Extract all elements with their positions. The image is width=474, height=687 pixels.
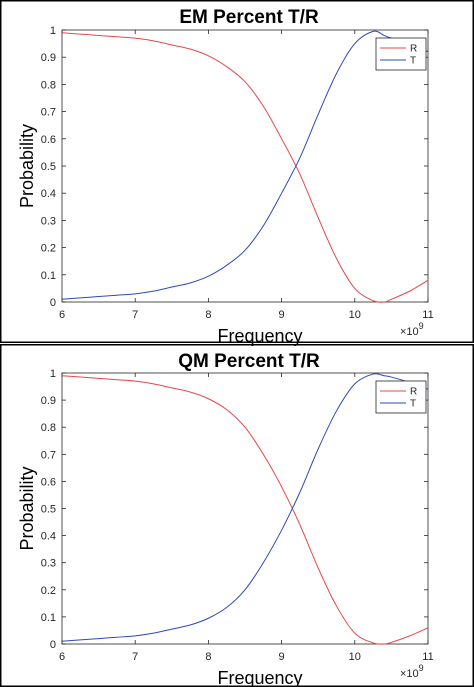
legend-box (375, 380, 427, 414)
x-tick-label: 8 (205, 309, 211, 321)
x-multiplier-exponent: 9 (419, 663, 424, 673)
x-tick-label: 6 (59, 309, 65, 321)
y-tick-label: 0.6 (41, 134, 56, 146)
y-tick-label: 1 (50, 25, 56, 37)
chart-panel-2: QM Percent T/R 0 0.1 0.2 0.3 0.4 0.5 0.6 0.7 0.8 0… (0, 344, 474, 687)
panel-border (0, 344, 474, 687)
y-tick-label: 0 (50, 639, 56, 651)
series-line-T (61, 373, 429, 642)
x-multiplier: ×109 (400, 321, 424, 338)
x-tick-label: 7 (132, 651, 138, 663)
x-axis-label: Frequency (217, 668, 302, 687)
x-tick-label: 9 (279, 651, 285, 663)
x-multiplier-base: ×10 (400, 326, 419, 338)
y-tick-label: 0.9 (41, 52, 56, 64)
legend: RT (375, 37, 427, 71)
x-multiplier-base: ×10 (400, 668, 419, 680)
legend-label-R: R (410, 44, 417, 55)
legend-box (375, 37, 427, 71)
y-tick-label: 0.3 (41, 215, 56, 227)
x-multiplier-exponent: 9 (419, 321, 424, 331)
y-axis-label: Probability (17, 466, 37, 550)
x-tick-label: 10 (349, 309, 361, 321)
y-tick-label: 0.6 (41, 476, 56, 488)
y-tick-label: 0.9 (41, 395, 56, 407)
x-tick-label: 6 (59, 651, 65, 663)
y-tick-label: 0.8 (41, 422, 56, 434)
y-tick-label: 0 (50, 297, 56, 309)
legend-label-R: R (410, 387, 417, 398)
y-tick-label: 0.8 (41, 79, 56, 91)
legend-label-T: T (410, 56, 416, 67)
x-multiplier: ×109 (400, 663, 424, 680)
y-tick-label: 0.2 (41, 243, 56, 255)
y-tick-label: 0.7 (41, 107, 56, 119)
x-tick-label: 10 (349, 651, 361, 663)
chart-title: QM Percent T/R (178, 351, 320, 372)
y-tick-label: 0.3 (41, 558, 56, 570)
chart-panel-1: EM Percent T/R 0 0.1 0.2 0.3 0.4 0.5 0.6 0.7 0.8 0… (0, 0, 474, 346)
x-axis-label: Frequency (217, 326, 302, 346)
x-tick-label: 7 (132, 309, 138, 321)
y-tick-label: 0.1 (41, 612, 56, 624)
panel-border (0, 0, 474, 343)
y-tick-label: 0.5 (41, 504, 56, 516)
series-line-T (61, 30, 429, 300)
y-tick-label: 0.1 (41, 270, 56, 282)
series-line-R (61, 32, 429, 303)
y-tick-label: 0.2 (41, 585, 56, 597)
y-tick-label: 0.4 (41, 531, 56, 543)
y-tick-label: 0.7 (41, 449, 56, 461)
legend-label-T: T (410, 399, 416, 410)
x-tick-label: 11 (422, 651, 433, 663)
legend: RT (375, 380, 427, 414)
y-axis-label: Probability (17, 124, 37, 208)
y-tick-label: 0.4 (41, 188, 56, 200)
series-line-R (61, 375, 429, 645)
chart-title: EM Percent T/R (179, 7, 319, 28)
x-tick-label: 9 (279, 309, 285, 321)
y-tick-label: 1 (50, 368, 56, 380)
x-tick-label: 11 (422, 309, 433, 321)
x-tick-label: 8 (205, 651, 211, 663)
y-tick-label: 0.5 (41, 161, 56, 173)
